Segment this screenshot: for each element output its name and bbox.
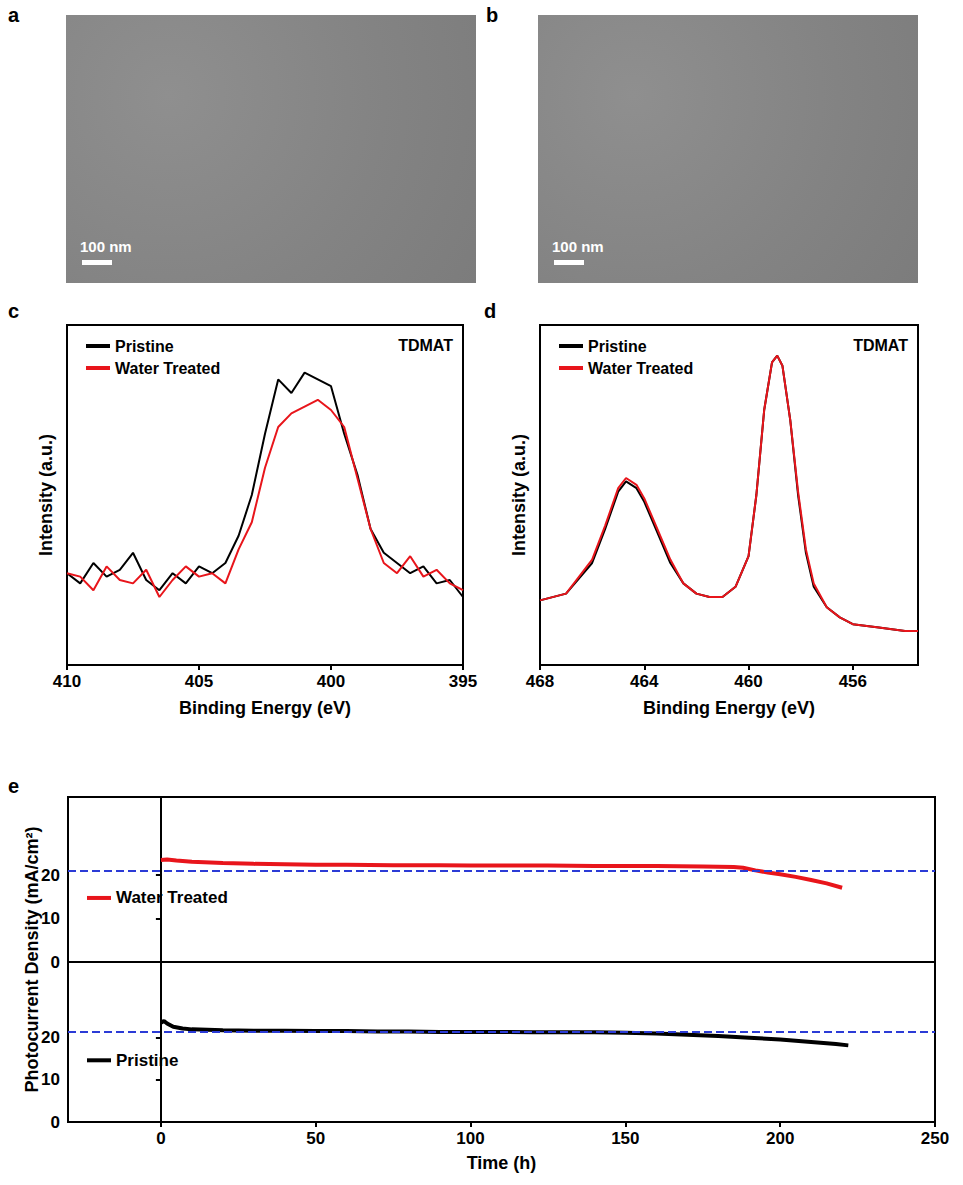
svg-text:TDMAT: TDMAT xyxy=(853,337,908,354)
svg-text:10: 10 xyxy=(41,909,60,928)
svg-text:Pristine: Pristine xyxy=(116,1051,178,1070)
html-text:a: a xyxy=(8,4,20,26)
svg-text:TDMAT: TDMAT xyxy=(398,337,453,354)
svg-text:460: 460 xyxy=(734,672,762,691)
svg-text:150: 150 xyxy=(611,1129,639,1148)
svg-text:456: 456 xyxy=(839,672,867,691)
svg-text:Photocurrent Density (mA/cm²): Photocurrent Density (mA/cm²) xyxy=(22,826,42,1092)
svg-text:Water Treated: Water Treated xyxy=(116,888,228,907)
svg-text:20: 20 xyxy=(41,1028,60,1047)
svg-text:50: 50 xyxy=(306,1129,325,1148)
svg-text:Intensity (a.u.): Intensity (a.u.) xyxy=(36,434,56,556)
svg-text:0: 0 xyxy=(51,1113,60,1132)
svg-text:468: 468 xyxy=(526,672,554,691)
svg-text:100: 100 xyxy=(456,1129,484,1148)
svg-text:395: 395 xyxy=(449,672,477,691)
svg-text:464: 464 xyxy=(630,672,659,691)
svg-text:Pristine: Pristine xyxy=(588,338,647,355)
svg-text:0: 0 xyxy=(51,953,60,972)
svg-text:Pristine: Pristine xyxy=(115,338,174,355)
svg-text:Binding Energy (eV): Binding Energy (eV) xyxy=(643,698,815,718)
svg-text:Time (h): Time (h) xyxy=(467,1153,537,1173)
svg-text:10: 10 xyxy=(41,1070,60,1089)
svg-text:20: 20 xyxy=(41,866,60,885)
html-text:e: e xyxy=(8,775,20,797)
svg-text:Binding Energy (eV): Binding Energy (eV) xyxy=(179,698,351,718)
html-text:100 nm: 100 nm xyxy=(552,238,604,255)
svg-text:200: 200 xyxy=(766,1129,794,1148)
html-text:c: c xyxy=(8,300,20,322)
svg-text:250: 250 xyxy=(921,1129,949,1148)
svg-text:400: 400 xyxy=(317,672,345,691)
html-text:b: b xyxy=(486,4,499,26)
svg-text:Water Treated: Water Treated xyxy=(588,360,693,377)
svg-text:410: 410 xyxy=(53,672,81,691)
html-text:100 nm: 100 nm xyxy=(80,238,132,255)
svg-text:0: 0 xyxy=(156,1129,165,1148)
svg-text:405: 405 xyxy=(185,672,213,691)
svg-text:Intensity (a.u.): Intensity (a.u.) xyxy=(509,434,529,556)
svg-text:Water Treated: Water Treated xyxy=(115,360,220,377)
html-text:d: d xyxy=(484,300,497,322)
